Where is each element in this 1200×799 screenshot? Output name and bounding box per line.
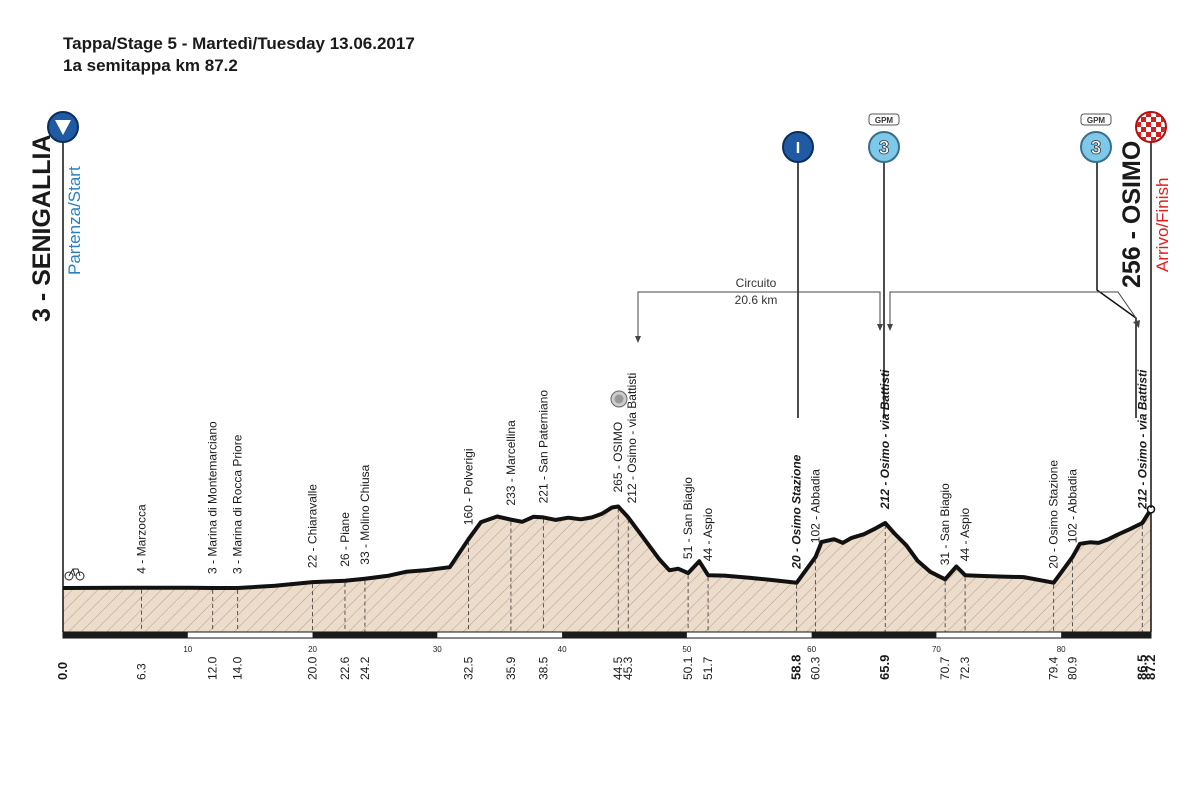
km-marker-16: 65.9 — [877, 655, 892, 680]
place-label-13: 20 - Osimo Stazione — [790, 454, 804, 569]
place-label-3: 22 - Chiaravalle — [306, 484, 320, 568]
place-label-0: 4 - Marzocca — [135, 504, 149, 574]
scale-tick-80: 80 — [1057, 645, 1066, 654]
km-marker-13: 51.7 — [701, 656, 715, 680]
place-label-11: 51 - San Biagio — [681, 477, 695, 559]
place-label-10: 212 - Osimo - via Battisti — [625, 373, 639, 504]
mountain-gpm-icon — [868, 131, 900, 163]
place-label-7: 233 - Marcellina — [504, 420, 518, 506]
km-marker-19: 79.4 — [1047, 656, 1061, 680]
km-marker-9: 38.5 — [536, 656, 550, 680]
km-marker-11: 45.3 — [621, 656, 635, 680]
scale-tick-40: 40 — [558, 645, 567, 654]
gpm-badge-2: GPM 3 — [1080, 113, 1137, 418]
scale-tick-30: 30 — [433, 645, 442, 654]
place-label-12: 44 - Aspio — [701, 508, 715, 562]
start-arrow-glyph — [55, 120, 71, 135]
km-marker-8: 35.9 — [504, 656, 518, 680]
bicycle-icon — [64, 568, 85, 581]
place-label-4: 26 - Piane — [338, 512, 352, 567]
stage-title: Tappa/Stage 5 - Martedì/Tuesday 13.06.20… — [63, 34, 415, 53]
scale-tick-50: 50 — [682, 645, 691, 654]
gpm-top-label-1: GPM — [875, 116, 894, 125]
place-label-2: 3 - Marina di Rocca Priore — [231, 434, 245, 574]
stage-subtitle: 1a semitappa km 87.2 — [63, 56, 238, 75]
mountain-gpm-icon — [1080, 131, 1112, 163]
place-label-17: 44 - Aspio — [958, 508, 972, 562]
scale-segment — [811, 632, 937, 638]
start-location-label: 3 - SENIGALLIA — [28, 134, 56, 322]
finish-marker: 256 - OSIMO Arrivo/Finish — [1118, 111, 1172, 508]
km-marker-10: 44.5 — [611, 656, 625, 680]
circuit-label: Circuito — [736, 276, 777, 290]
scale-segment — [63, 632, 188, 638]
finish-sub-label: Arrivo/Finish — [1153, 178, 1172, 272]
finish-location-label: 256 - OSIMO — [1118, 141, 1146, 288]
km-marker-4: 20.0 — [306, 656, 320, 680]
scale-tick-10: 10 — [183, 645, 192, 654]
sprint-label: I — [796, 140, 800, 157]
km-marker-1: 6.3 — [135, 663, 149, 680]
scale-tick-70: 70 — [932, 645, 941, 654]
circuit-bracket: Circuito 20.6 km — [635, 276, 1140, 343]
place-label-1: 3 - Marina di Montemarciano — [206, 421, 220, 574]
place-label-20: 212 - Osimo - via Battisti — [1135, 369, 1149, 510]
place-label-6: 160 - Polverigi — [462, 448, 476, 525]
gpm-top-label-2: GPM — [1087, 116, 1106, 125]
place-label-9: 265 - OSIMO — [611, 422, 625, 493]
place-label-5: 33 - Molino Chiusa — [358, 464, 372, 564]
km-marker-6: 24.2 — [358, 656, 372, 680]
place-label-19: 102 - Abbadia — [1065, 469, 1079, 543]
km-marker-21: 86.5 — [1134, 655, 1149, 680]
intermediate-sprint-badge: I — [782, 131, 814, 418]
start-sub-label: Partenza/Start — [65, 166, 84, 275]
scale-tick-20: 20 — [308, 645, 317, 654]
place-label-15: 212 - Osimo - via Battisti — [878, 369, 892, 510]
place-label-16: 31 - San Biagio — [938, 483, 952, 565]
place-label-18: 20 - Osimo Stazione — [1047, 460, 1061, 569]
scale-tick-60: 60 — [807, 645, 816, 654]
km-marker-0: 0.0 — [55, 662, 70, 680]
profile-line — [62, 504, 1153, 590]
km-marker-15: 60.3 — [808, 656, 822, 680]
gpm-badge-1: GPM 3 — [868, 113, 900, 418]
scale-segment — [1061, 632, 1151, 638]
km-marker-3: 14.0 — [231, 656, 245, 680]
checkered-flag-icon — [1135, 111, 1167, 143]
km-marker-17: 70.7 — [938, 656, 952, 680]
profile-area — [63, 506, 1151, 632]
intermediate-sprint-icon — [782, 131, 814, 163]
gpm-category-1: 3 — [879, 138, 890, 159]
circuit-length: 20.6 km — [735, 293, 778, 307]
place-label-14: 102 - Abbadia — [808, 469, 822, 543]
km-marker-20: 80.9 — [1065, 656, 1079, 680]
km-marker-18: 72.3 — [958, 656, 972, 680]
km-marker-14: 58.8 — [789, 655, 804, 680]
scale-segment — [562, 632, 687, 638]
km-marker-2: 12.0 — [206, 656, 220, 680]
km-marker-22: 87.2 — [1143, 655, 1158, 680]
km-marker-7: 32.5 — [462, 656, 476, 680]
km-marker-12: 50.1 — [681, 656, 695, 680]
start-marker: 3 - SENIGALLIA Partenza/Start — [28, 111, 84, 588]
km-marker-5: 22.6 — [338, 656, 352, 680]
feed-zone-icon — [610, 390, 628, 408]
gpm-category-2: 3 — [1091, 138, 1102, 159]
scale-segment — [312, 632, 438, 638]
place-label-8: 221 - San Paterniano — [536, 390, 550, 504]
